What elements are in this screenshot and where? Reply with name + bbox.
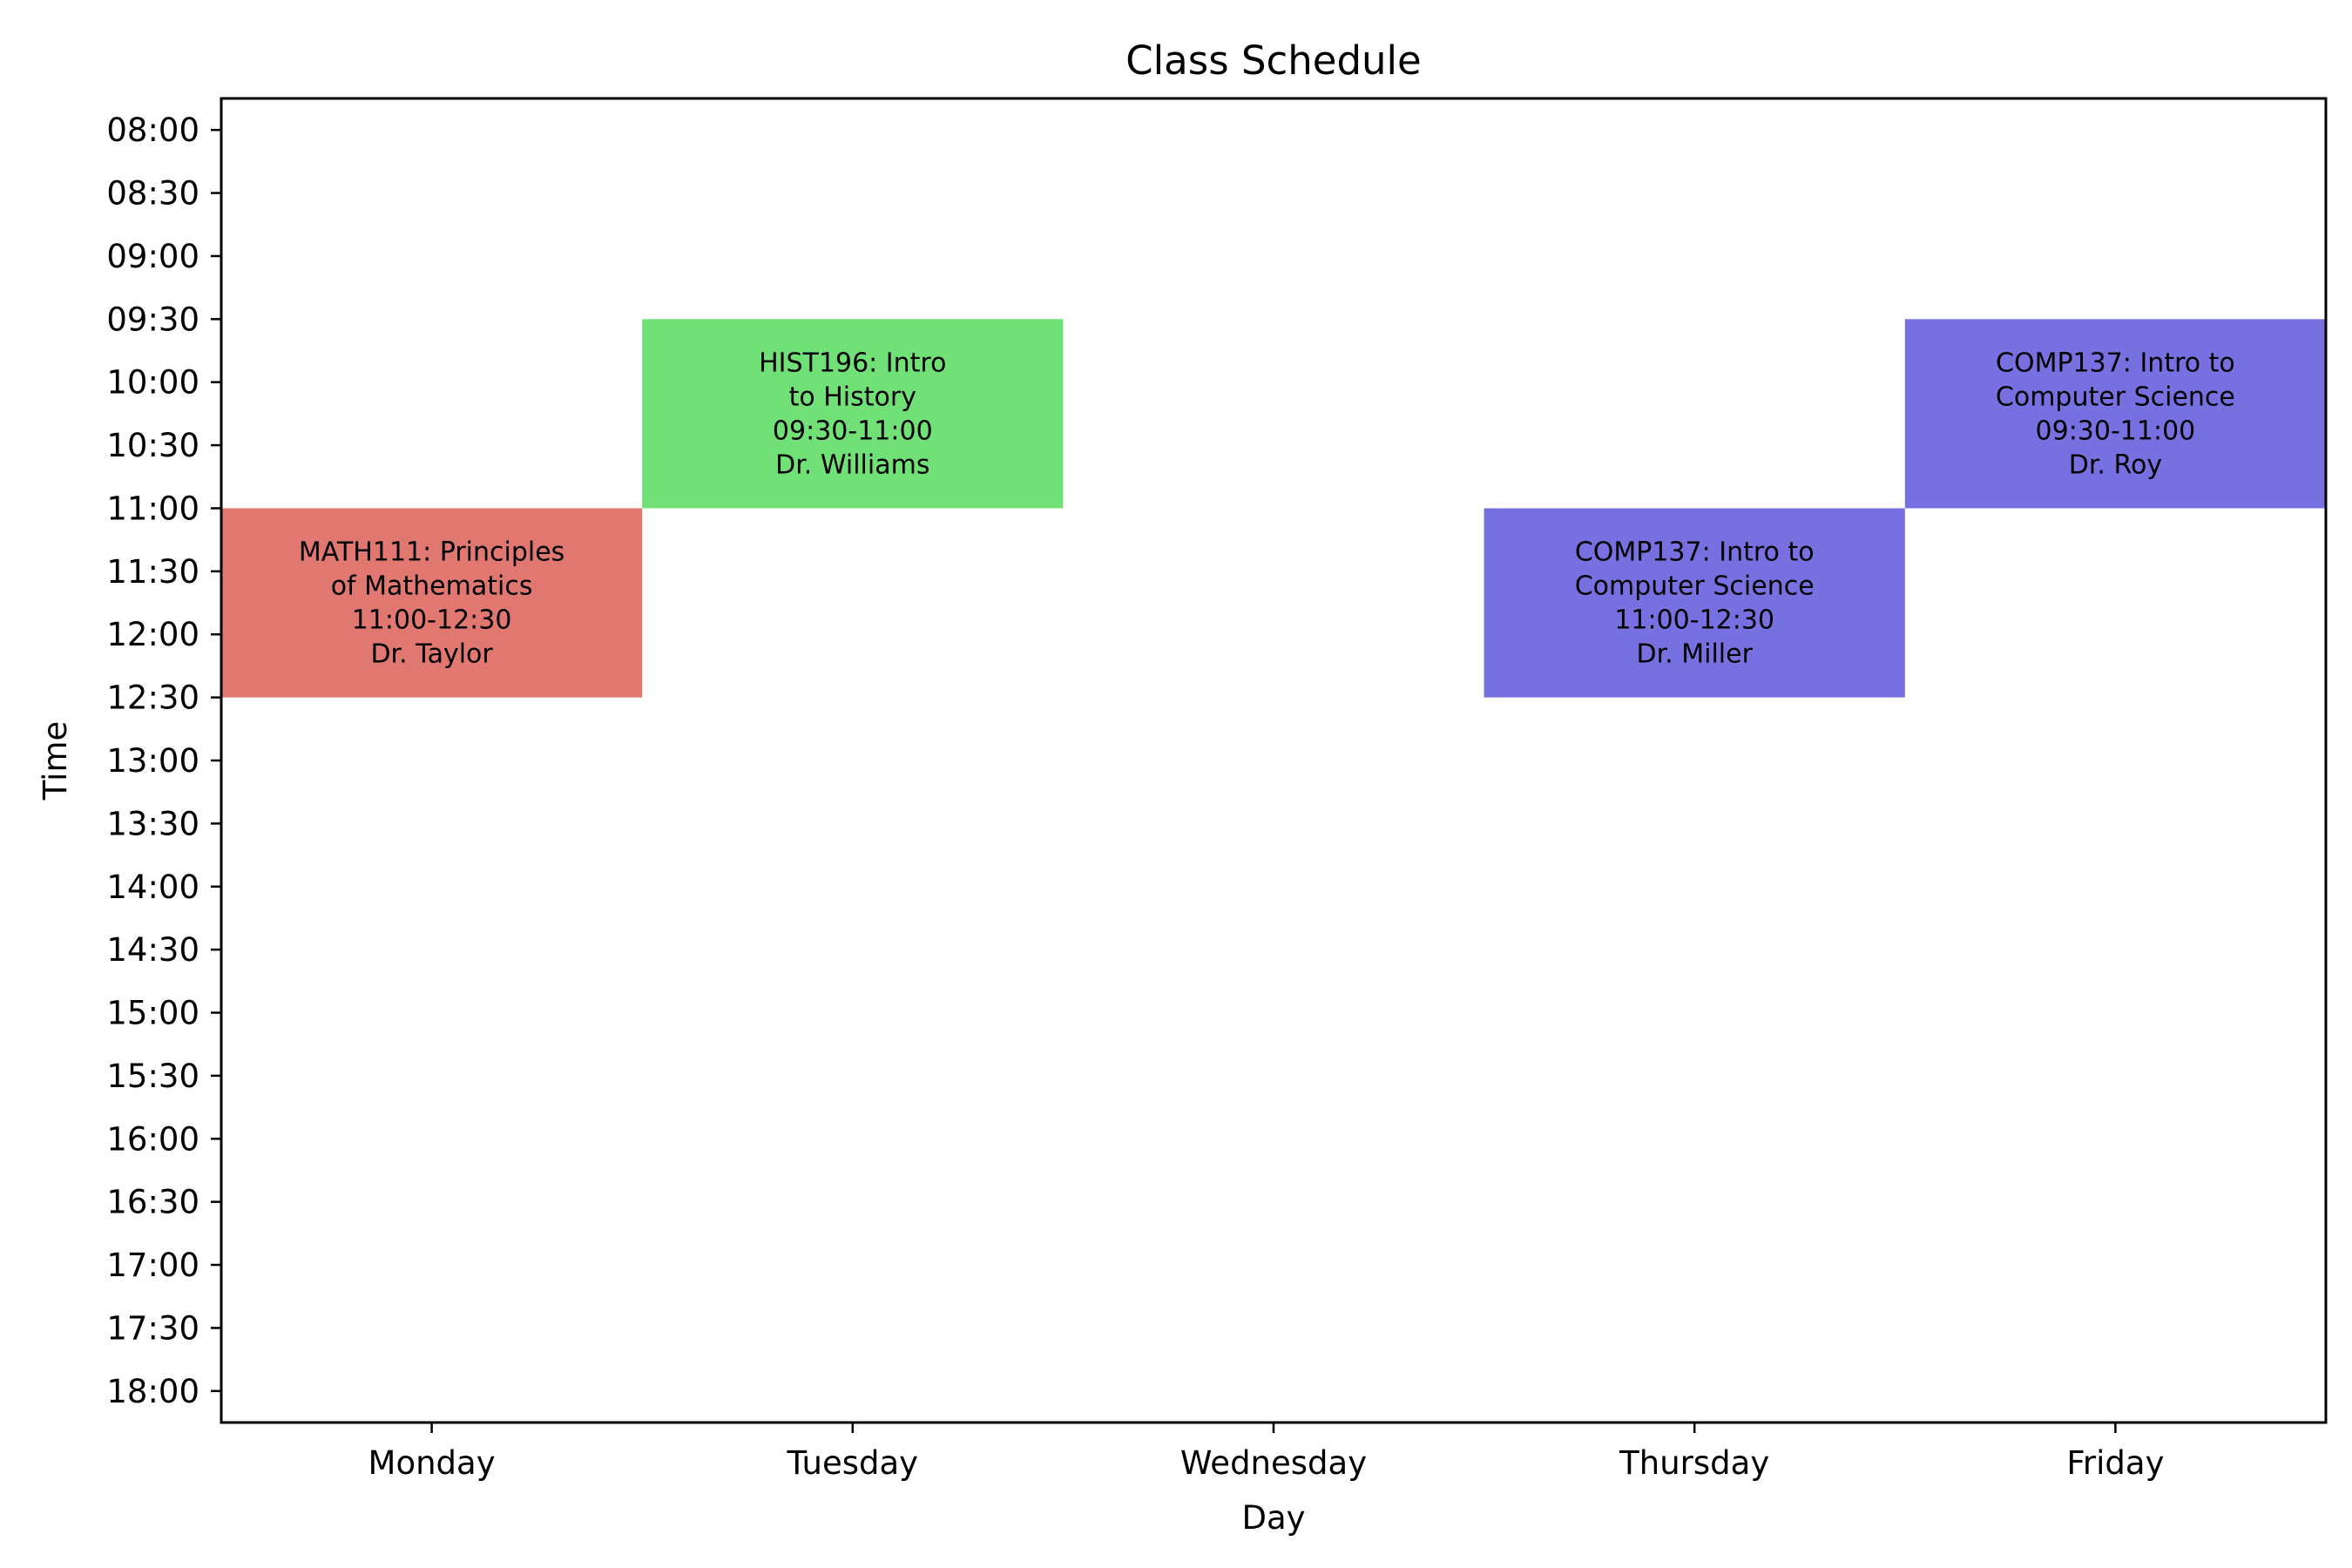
class-label-line: MATH111: Principles [299, 537, 564, 568]
class-label-line: COMP137: Intro to [1996, 348, 2235, 378]
x-axis-label: Day [1241, 1499, 1305, 1537]
y-tick-label: 09:30 [106, 301, 199, 338]
y-tick-label: 17:00 [106, 1247, 199, 1284]
y-axis-label: Time [37, 721, 74, 801]
y-tick-label: 12:30 [106, 679, 199, 717]
y-tick-label: 10:30 [106, 427, 199, 464]
y-tick-label: 09:00 [106, 238, 199, 275]
y-tick-label: 17:30 [106, 1309, 199, 1347]
class-label-line: 11:00-12:30 [1614, 605, 1774, 636]
x-tick-label: Monday [368, 1444, 496, 1482]
x-tick-label: Friday [2066, 1444, 2164, 1482]
class-block-rect [1904, 319, 2326, 509]
y-tick-label: 14:00 [106, 868, 199, 906]
y-tick-label: 12:00 [106, 616, 199, 653]
y-tick-label: 18:00 [106, 1373, 199, 1410]
y-tick-label: 13:00 [106, 742, 199, 780]
y-tick-label: 15:00 [106, 995, 199, 1032]
class-label-line: Dr. Taylor [370, 639, 493, 670]
class-label-line: of Mathematics [331, 571, 533, 602]
class-label-line: 09:30-11:00 [2036, 416, 2196, 446]
y-tick-label: 10:00 [106, 364, 199, 402]
class-label-line: HIST196: Intro [759, 348, 946, 378]
y-tick-label: 14:30 [106, 931, 199, 969]
class-label-line: Computer Science [1996, 382, 2235, 412]
y-tick-label: 16:00 [106, 1120, 199, 1158]
y-tick-label: 15:30 [106, 1058, 199, 1095]
class-label-line: to History [789, 382, 916, 412]
chart-title: Class Schedule [1125, 37, 1421, 84]
class-label-line: Dr. Miller [1636, 639, 1753, 670]
y-tick-label: 13:30 [106, 805, 199, 842]
y-tick-label: 16:30 [106, 1184, 199, 1221]
class-block: COMP137: Intro to Computer Science 09:30-1… [1904, 319, 2326, 509]
x-tick-label: Wednesday [1180, 1444, 1367, 1482]
y-tick-label: 11:00 [106, 490, 199, 527]
y-axis-ticks: 08:00 08:30 09:00 09:30 10:00 10:30 11:00 11:30… [106, 112, 221, 1410]
class-label-line: Dr. Williams [775, 449, 929, 480]
class-block-rect [1484, 508, 1905, 698]
x-axis-ticks: Monday Tuesday Wednesday Thursday Friday [368, 1423, 2164, 1482]
y-tick-label: 08:00 [106, 112, 199, 149]
class-label-line: 11:00-12:30 [352, 605, 512, 636]
class-block-rect [221, 508, 643, 698]
class-label-line: Dr. Roy [2069, 449, 2162, 480]
class-label-line: COMP137: Intro to [1575, 537, 1815, 568]
x-tick-label: Thursday [1619, 1444, 1769, 1482]
class-label-line: 09:30-11:00 [773, 416, 933, 446]
y-tick-label: 11:30 [106, 553, 199, 591]
y-tick-label: 08:30 [106, 175, 199, 213]
class-label-line: Computer Science [1575, 571, 1815, 602]
x-tick-label: Tuesday [787, 1444, 919, 1482]
class-block-rect [642, 319, 1064, 509]
